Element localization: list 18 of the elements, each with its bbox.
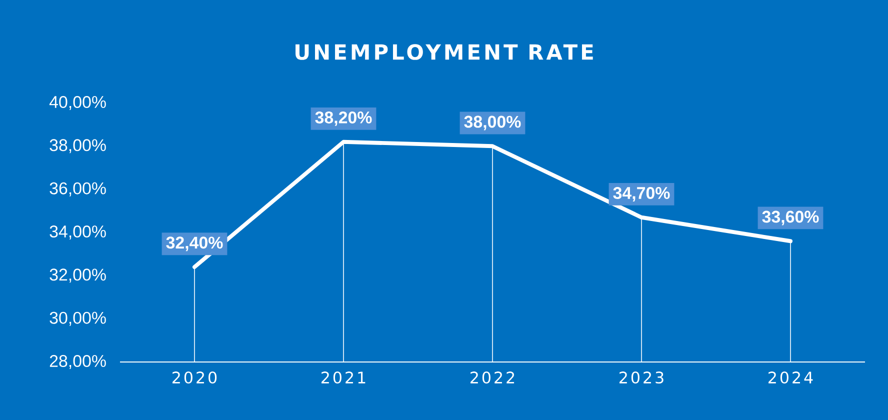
data-label: 38,20% [315,111,372,126]
y-tick-label: 34,00% [50,226,106,240]
y-tick-label: 28,00% [50,355,106,369]
data-label: 38,00% [464,116,521,130]
y-tick-label: 30,00% [50,312,106,326]
data-label: 34,70% [613,187,670,202]
x-tick-label: 2022 [470,372,514,384]
x-tick-label: 2023 [620,372,664,384]
x-tick-label: 2020 [172,372,217,384]
data-label: 33,60% [762,210,819,226]
x-tick-label: 2024 [768,372,813,384]
y-tick-label: 32,00% [50,268,106,283]
y-tick-label: 40,00% [49,96,106,110]
y-tick-label: 38,00% [50,139,106,154]
y-tick-label: 36,00% [50,182,106,196]
chart-title: UNEMPLOYMENT RATE [296,44,593,60]
x-tick-label: 2021 [322,372,366,384]
data-label: 32,40% [166,236,223,252]
